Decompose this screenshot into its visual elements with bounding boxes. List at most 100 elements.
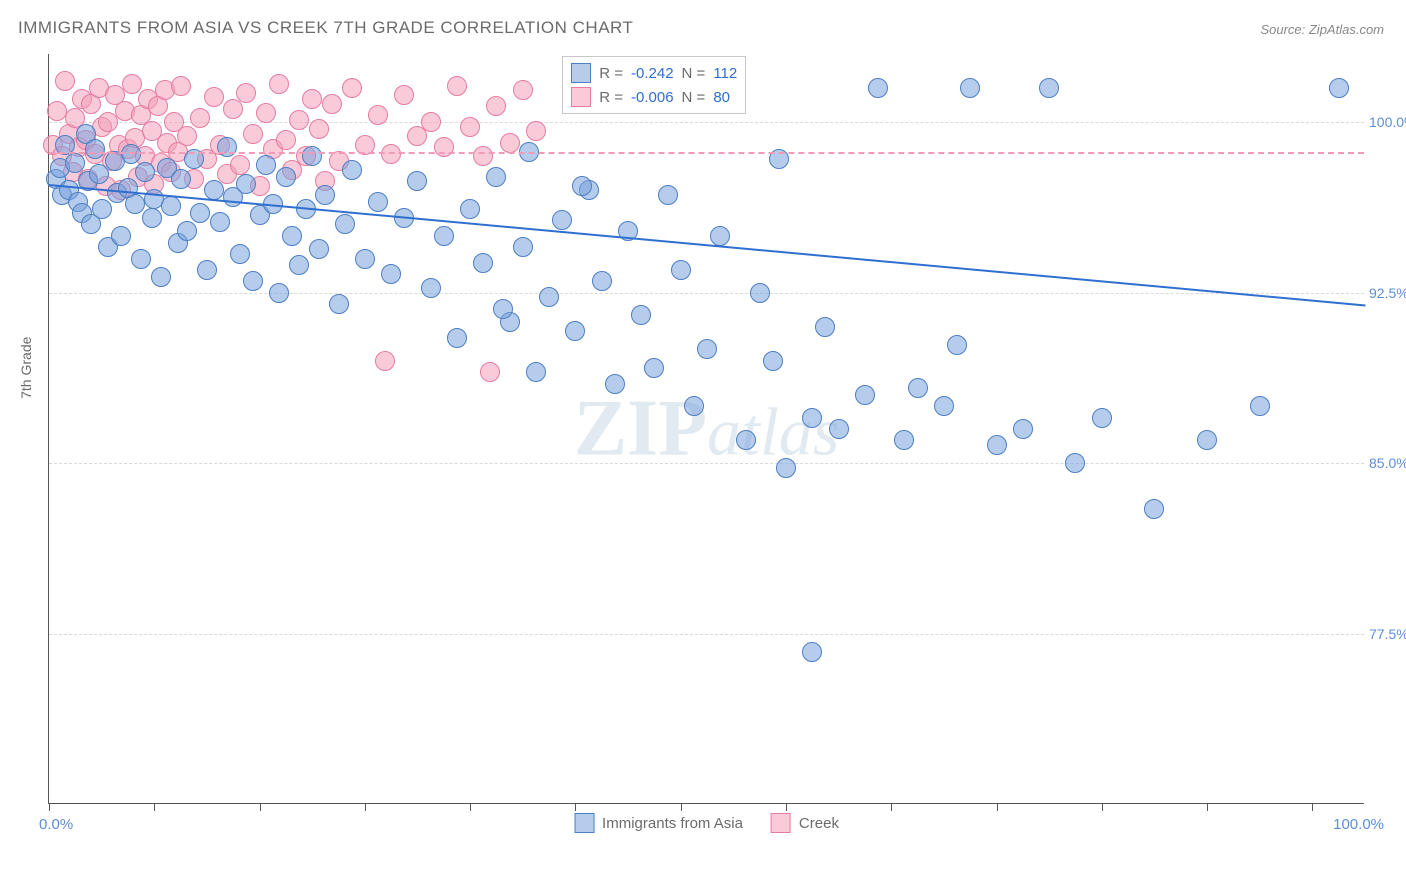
scatter-point-creek: [177, 126, 197, 146]
x-tick: [260, 803, 261, 811]
scatter-point-creek: [460, 117, 480, 137]
scatter-point-creek: [236, 83, 256, 103]
scatter-point-asia: [1144, 499, 1164, 519]
scatter-point-asia: [407, 171, 427, 191]
x-tick: [49, 803, 50, 811]
scatter-point-asia: [289, 255, 309, 275]
source-credit: Source: ZipAtlas.com: [1260, 22, 1384, 37]
scatter-point-asia: [631, 305, 651, 325]
swatch-asia: [574, 813, 594, 833]
scatter-point-asia: [486, 167, 506, 187]
scatter-point-creek: [302, 89, 322, 109]
scatter-point-creek: [223, 99, 243, 119]
x-tick: [575, 803, 576, 811]
scatter-point-asia: [315, 185, 335, 205]
x-tick: [786, 803, 787, 811]
scatter-point-creek: [480, 362, 500, 382]
scatter-point-asia: [1250, 396, 1270, 416]
scatter-point-asia: [493, 299, 513, 319]
scatter-point-asia: [89, 164, 109, 184]
scatter-point-asia: [671, 260, 691, 280]
scatter-point-creek: [375, 351, 395, 371]
n-value-asia: 112: [713, 65, 737, 82]
scatter-point-asia: [1092, 408, 1112, 428]
scatter-point-asia: [960, 78, 980, 98]
scatter-point-asia: [934, 396, 954, 416]
scatter-point-creek: [342, 78, 362, 98]
scatter-point-asia: [605, 374, 625, 394]
r-label: R =: [599, 65, 623, 82]
scatter-point-asia: [355, 249, 375, 269]
x-tick: [1312, 803, 1313, 811]
scatter-point-asia: [908, 378, 928, 398]
scatter-point-asia: [65, 153, 85, 173]
scatter-point-asia: [565, 321, 585, 341]
plot-area: ZIPatlas 77.5%85.0%92.5%100.0%0.0%100.0%…: [48, 54, 1364, 804]
scatter-point-asia: [572, 176, 592, 196]
scatter-point-asia: [171, 169, 191, 189]
scatter-point-asia: [217, 137, 237, 157]
scatter-point-creek: [204, 87, 224, 107]
scatter-point-asia: [1039, 78, 1059, 98]
trend-line-creek: [49, 152, 1364, 154]
scatter-point-asia: [256, 155, 276, 175]
scatter-point-asia: [855, 385, 875, 405]
scatter-point-asia: [282, 226, 302, 246]
legend-label-asia: Immigrants from Asia: [602, 815, 743, 832]
scatter-point-creek: [289, 110, 309, 130]
scatter-point-asia: [473, 253, 493, 273]
scatter-point-creek: [230, 155, 250, 175]
scatter-point-asia: [513, 237, 533, 257]
x-tick: [470, 803, 471, 811]
scatter-point-asia: [526, 362, 546, 382]
scatter-point-asia: [776, 458, 796, 478]
scatter-point-asia: [309, 239, 329, 259]
scatter-point-asia: [894, 430, 914, 450]
scatter-point-asia: [802, 642, 822, 662]
scatter-point-asia: [381, 264, 401, 284]
n-value-creek: 80: [713, 89, 730, 106]
scatter-point-asia: [987, 435, 1007, 455]
scatter-point-asia: [697, 339, 717, 359]
gridline: [49, 122, 1364, 123]
legend-item-creek: Creek: [771, 813, 839, 833]
gridline: [49, 463, 1364, 464]
swatch-asia: [571, 63, 591, 83]
r-label: R =: [599, 89, 623, 106]
scatter-point-asia: [763, 351, 783, 371]
scatter-point-asia: [421, 278, 441, 298]
scatter-point-creek: [276, 130, 296, 150]
scatter-point-asia: [121, 144, 141, 164]
scatter-point-creek: [122, 74, 142, 94]
scatter-point-asia: [210, 212, 230, 232]
scatter-point-asia: [658, 185, 678, 205]
scatter-point-asia: [750, 283, 770, 303]
scatter-point-creek: [98, 112, 118, 132]
scatter-point-asia: [197, 260, 217, 280]
scatter-point-creek: [243, 124, 263, 144]
x-tick: [1207, 803, 1208, 811]
scatter-point-asia: [204, 180, 224, 200]
scatter-point-asia: [125, 194, 145, 214]
scatter-point-asia: [302, 146, 322, 166]
r-value-creek: -0.006: [631, 89, 674, 106]
legend-label-creek: Creek: [799, 815, 839, 832]
scatter-point-asia: [335, 214, 355, 234]
scatter-point-asia: [1329, 78, 1349, 98]
scatter-point-creek: [473, 146, 493, 166]
bottom-legend: Immigrants from Asia Creek: [574, 813, 839, 833]
x-tick: [891, 803, 892, 811]
scatter-point-creek: [447, 76, 467, 96]
scatter-point-asia: [329, 294, 349, 314]
legend-item-asia: Immigrants from Asia: [574, 813, 743, 833]
scatter-point-asia: [269, 283, 289, 303]
scatter-point-creek: [381, 144, 401, 164]
watermark: ZIPatlas: [574, 383, 840, 474]
scatter-point-asia: [342, 160, 362, 180]
scatter-point-creek: [513, 80, 533, 100]
scatter-point-asia: [829, 419, 849, 439]
legend-stats-box: R =-0.242N =112R =-0.006N =80: [562, 56, 746, 114]
y-tick-label: 85.0%: [1369, 455, 1406, 471]
swatch-creek: [571, 87, 591, 107]
scatter-point-creek: [421, 112, 441, 132]
